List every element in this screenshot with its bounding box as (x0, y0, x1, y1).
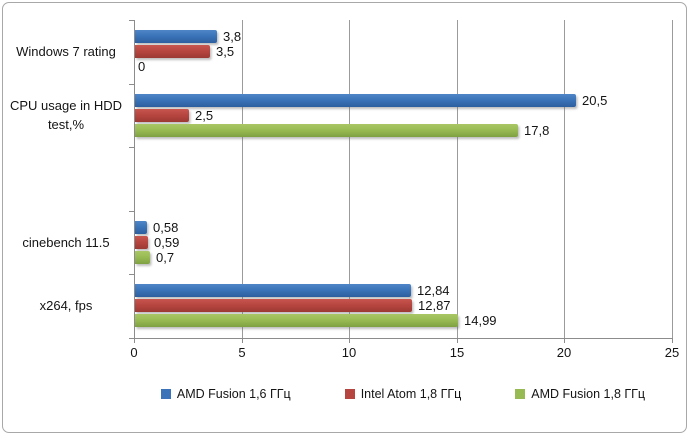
gridline-10 (349, 20, 350, 338)
x-axis-tick (457, 338, 458, 343)
bar-1-cat-0 (135, 45, 210, 58)
y-axis-tick (129, 274, 134, 275)
y-axis-tick (129, 20, 134, 21)
value-label: 17,8 (524, 123, 550, 138)
x-axis-tick-label: 10 (341, 345, 357, 360)
bar-1-cat-4 (135, 299, 412, 312)
y-axis-tick (129, 338, 134, 339)
legend: AMD Fusion 1,6 ГГц Intel Atom 1,8 ГГц AMD … (134, 387, 672, 401)
bar-2-cat-1 (135, 124, 518, 137)
x-axis-tick-label: 15 (449, 345, 465, 360)
legend-swatch-icon (515, 389, 526, 399)
x-axis-tick-label: 25 (664, 345, 680, 360)
gridline-25 (672, 20, 673, 338)
bar-0-cat-4 (135, 284, 411, 297)
legend-label: AMD Fusion 1,8 ГГц (531, 387, 646, 401)
y-axis-tick (129, 211, 134, 212)
y-axis-line (134, 20, 135, 338)
y-axis-tick (129, 147, 134, 148)
legend-label: AMD Fusion 1,6 ГГц (176, 387, 291, 401)
legend-swatch-icon (160, 389, 171, 399)
bar-2-cat-4 (135, 314, 458, 327)
bar-1-cat-3 (135, 236, 148, 249)
bar-0-cat-1 (135, 94, 576, 107)
gridline-20 (564, 20, 565, 338)
value-label: 12,84 (417, 283, 450, 298)
legend-item-1: Intel Atom 1,8 ГГц (344, 387, 462, 401)
gridline-5 (242, 20, 243, 338)
x-axis-tick-label: 0 (130, 345, 138, 360)
plot-area: 3,8 3,5 0 20,5 2,5 17,8 0,58 0,59 0,7 12,84 12,87 1… (129, 20, 673, 343)
x-axis-tick-label: 5 (238, 345, 246, 360)
value-label: 0,59 (154, 235, 180, 250)
value-label: 3,5 (216, 44, 235, 59)
x-axis-tick (672, 338, 673, 343)
legend-swatch-icon (344, 389, 355, 399)
bar-1-cat-1 (135, 109, 189, 122)
x-axis-line (134, 338, 672, 339)
bar-0-cat-0 (135, 30, 217, 43)
category-label-4: x264, fps (39, 297, 93, 313)
gridline-15 (457, 20, 458, 338)
legend-item-0: AMD Fusion 1,6 ГГц (160, 387, 291, 401)
value-label: 20,5 (582, 93, 608, 108)
value-label: 0 (138, 59, 146, 74)
value-label: 2,5 (195, 108, 214, 123)
category-label-0: Windows 7 rating (16, 43, 116, 59)
x-axis-tick-label: 20 (556, 345, 572, 360)
value-label: 0,7 (156, 250, 175, 265)
x-axis-tick (242, 338, 243, 343)
bar-2-cat-3 (135, 251, 150, 264)
value-label: 3,8 (223, 29, 242, 44)
x-axis-tick (134, 338, 135, 343)
value-label: 14,99 (464, 313, 497, 328)
category-label-1: CPU usage in HDD test,% (10, 98, 122, 132)
category-label-3: cinebench 11.5 (22, 234, 110, 250)
value-label: 12,87 (418, 298, 451, 313)
value-label: 0,58 (153, 220, 179, 235)
bar-0-cat-3 (135, 221, 147, 234)
x-axis-tick (349, 338, 350, 343)
legend-item-2: AMD Fusion 1,8 ГГц (515, 387, 645, 401)
x-axis-tick (564, 338, 565, 343)
y-axis-tick (129, 84, 134, 85)
legend-label: Intel Atom 1,8 ГГц (360, 387, 462, 401)
